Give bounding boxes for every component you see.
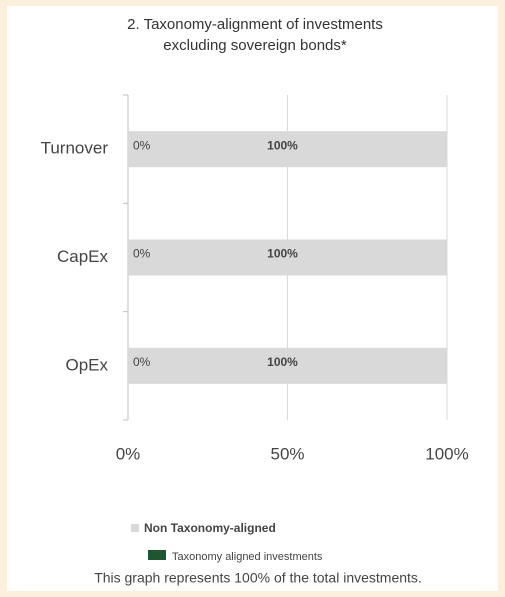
y-tick-label: OpEx [65, 355, 108, 374]
data-label: 0% [133, 138, 151, 152]
legend-label: Non Taxonomy-aligned [144, 521, 276, 535]
data-label: 100% [267, 138, 298, 152]
chart-title: 2. Taxonomy-alignment of investments exc… [127, 16, 383, 54]
bar-segment [128, 347, 447, 384]
y-tick-label: CapEx [57, 247, 109, 266]
legend-label: Taxonomy aligned investments [172, 551, 323, 563]
footnote: This graph represents 100% of the total … [94, 570, 422, 586]
data-label: 0% [133, 247, 151, 261]
legend-swatch [131, 524, 139, 532]
x-tick-label: 100% [425, 444, 468, 463]
data-label: 0% [133, 355, 151, 369]
bar-segment [128, 239, 447, 276]
data-label: 100% [267, 247, 298, 261]
panel [7, 6, 498, 591]
x-tick-label: 0% [116, 444, 141, 463]
bar-segment [128, 131, 447, 168]
legend-swatch [148, 550, 166, 560]
x-tick-label: 50% [270, 444, 304, 463]
y-tick-label: Turnover [41, 139, 109, 158]
data-label: 100% [267, 355, 298, 369]
